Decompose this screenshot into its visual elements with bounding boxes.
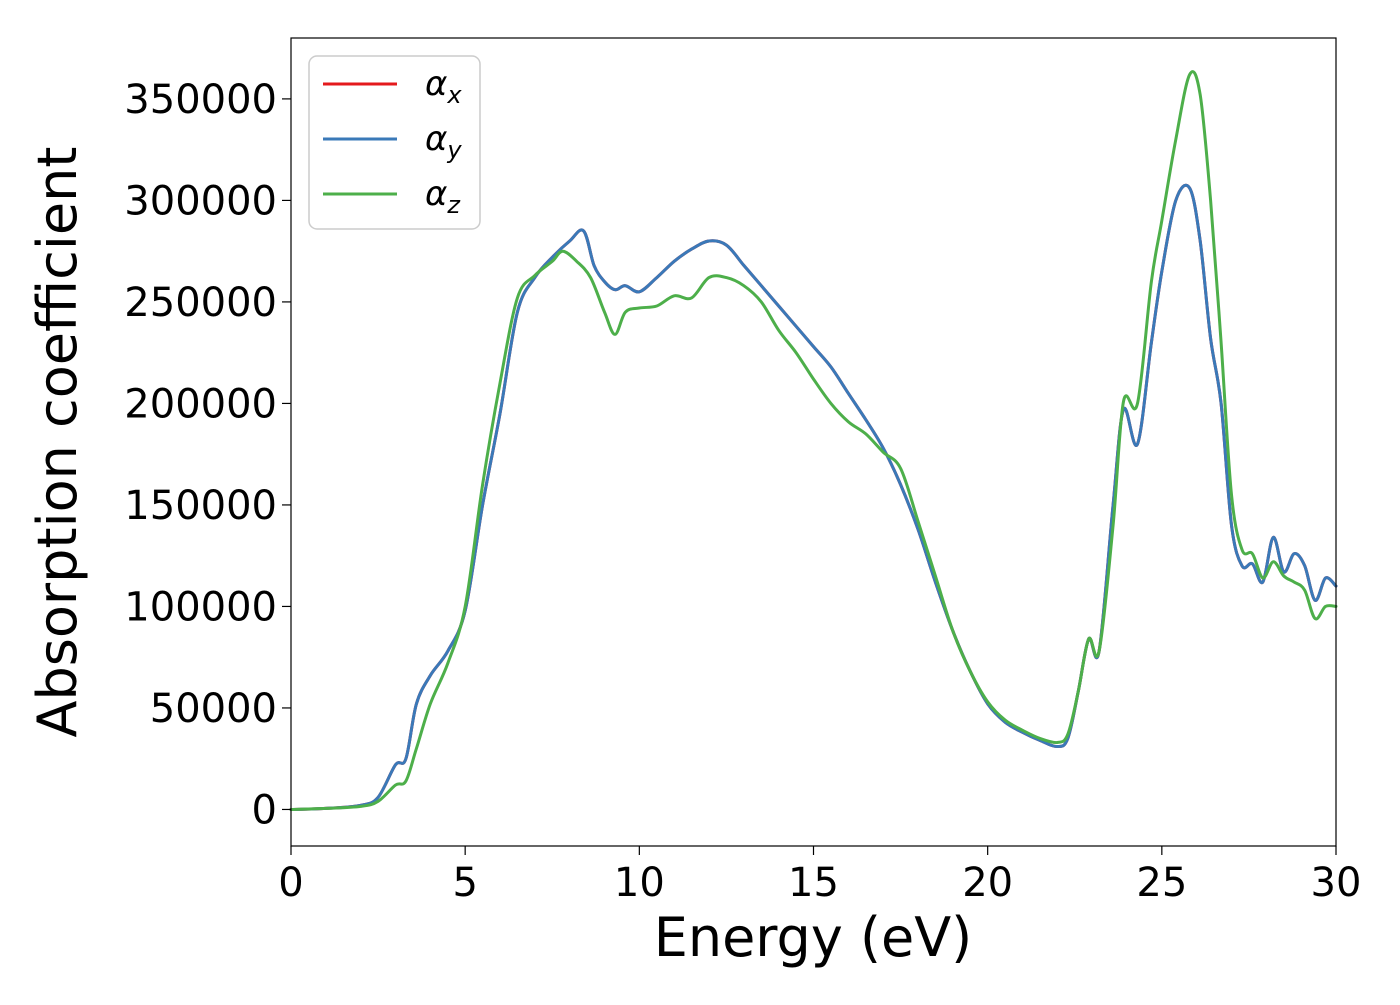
y-axis-title: Absorption coefficient [26,147,89,738]
legend-box [308,55,481,230]
y-axis: 0 50000 100000 150000 200000 250000 300000 3500… [124,77,291,833]
x-axis: 0 5 10 15 20 25 30 [278,846,1361,906]
x-tick-label: 10 [614,860,665,906]
y-tick-label: 350000 [124,77,277,123]
legend-subscript: x [446,81,462,109]
legend-subscript: y [446,136,462,164]
y-tick-label: 100000 [124,584,277,630]
series-line-z [289,70,1338,811]
x-tick-label: 25 [1136,860,1187,906]
legend-label-y: αy [425,119,462,164]
x-tick-label: 30 [1311,860,1362,906]
y-tick-label: 50000 [150,686,277,732]
series-line-y [289,183,1338,811]
y-tick-label: 250000 [124,280,277,326]
y-tick-label: 0 [252,787,277,833]
x-tick-label: 15 [788,860,839,906]
x-tick-label: 20 [962,860,1013,906]
y-tick-label: 300000 [124,178,277,224]
y-tick-label: 150000 [124,483,277,529]
series-layer [289,70,1338,811]
x-tick-label: 5 [452,860,477,906]
x-tick-label: 0 [278,860,303,906]
legend-subscript: z [446,191,461,219]
x-axis-title: Energy (eV) [654,906,973,969]
y-tick-label: 200000 [124,381,277,427]
